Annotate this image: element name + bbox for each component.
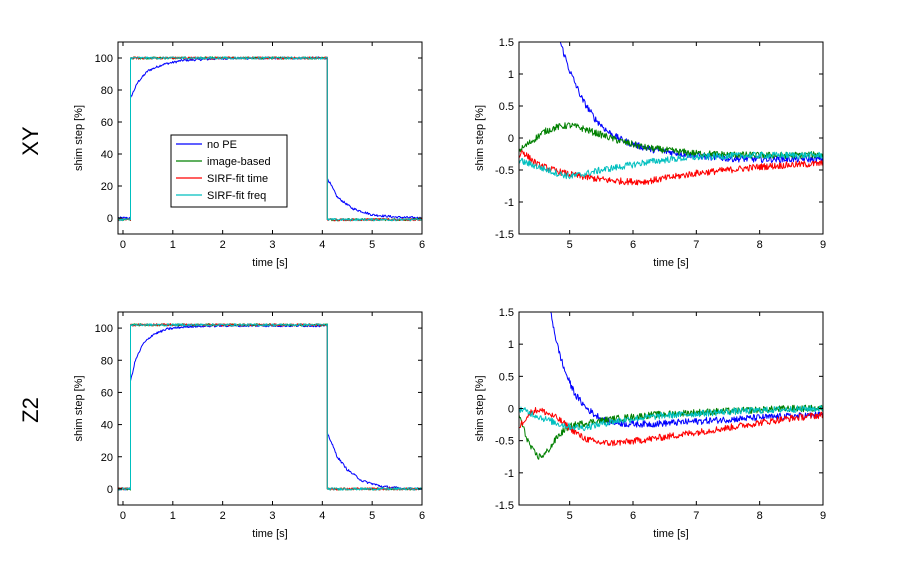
x-tick-label: 1	[170, 239, 176, 251]
x-tick-label: 0	[120, 239, 126, 251]
x-tick-label: 5	[567, 510, 573, 522]
series-line-sirf-fit-freq	[519, 151, 823, 180]
x-tick-label: 7	[693, 510, 699, 522]
y-tick-label: -0.5	[495, 436, 514, 448]
y-tick-label: 1.5	[499, 307, 514, 319]
y-tick-label: 1	[508, 69, 514, 81]
x-tick-label: 7	[693, 239, 699, 251]
legend-entry-sirf-fit-time: SIRF-fit time	[207, 173, 268, 185]
x-tick-label: 6	[419, 510, 425, 522]
series-line-sirf-fit-freq	[519, 405, 823, 432]
y-tick-label: -1	[504, 197, 514, 209]
y-tick-label: -0.5	[495, 165, 514, 177]
legend-entry-sirf-fit-freq: SIRF-fit freq	[207, 190, 266, 202]
legend: no PE image-based SIRF-fit time SIRF-fit…	[170, 134, 288, 208]
x-tick-label: 1	[170, 510, 176, 522]
y-axis-label: shim step [%]	[474, 375, 486, 441]
plot-area	[519, 42, 823, 186]
axes-frame	[117, 311, 423, 506]
x-tick-label: 8	[757, 510, 763, 522]
plot-area	[519, 312, 823, 460]
y-tick-label: 1	[508, 339, 514, 351]
series-line-sirf-fit-time	[118, 323, 422, 491]
x-axis-label: time [s]	[252, 528, 287, 540]
y-axis-label: shim step [%]	[73, 375, 85, 441]
plot-area	[118, 323, 422, 491]
y-tick-label: 0	[508, 133, 514, 145]
x-tick-label: 5	[369, 510, 375, 522]
x-tick-label: 6	[630, 239, 636, 251]
y-tick-label: 0.5	[499, 371, 514, 383]
x-axis-label: time [s]	[252, 257, 287, 269]
x-axis-label: time [s]	[653, 257, 688, 269]
y-tick-label: 80	[101, 85, 113, 97]
y-tick-label: 1.5	[499, 37, 514, 49]
x-tick-label: 5	[567, 239, 573, 251]
x-tick-label: 5	[369, 239, 375, 251]
y-tick-label: -1.5	[495, 229, 514, 241]
y-tick-label: 0	[508, 404, 514, 416]
y-tick-label: 40	[101, 149, 113, 161]
x-axis-label: time [s]	[653, 528, 688, 540]
x-tick-label: 4	[319, 510, 325, 522]
row-label-z2: Z2	[18, 397, 43, 423]
x-tick-label: 2	[220, 239, 226, 251]
series-line-sirf-fit-freq	[118, 323, 422, 491]
series-line-no-pe	[118, 324, 422, 491]
y-tick-label: 0	[107, 484, 113, 496]
y-axis-label: shim step [%]	[474, 105, 486, 171]
y-tick-label: 20	[101, 452, 113, 464]
y-axis-label: shim step [%]	[73, 105, 85, 171]
legend-entry-no-pe: no PE	[207, 139, 237, 151]
x-tick-label: 9	[820, 239, 826, 251]
y-tick-label: 80	[101, 355, 113, 367]
x-tick-label: 4	[319, 239, 325, 251]
y-tick-label: 100	[95, 323, 113, 335]
axes-frame	[518, 41, 824, 235]
y-tick-label: 0.5	[499, 101, 514, 113]
series-line-image-based	[118, 323, 422, 491]
y-tick-label: 20	[101, 181, 113, 193]
x-tick-label: 2	[220, 510, 226, 522]
y-tick-label: -1	[504, 468, 514, 480]
series-line-sirf-fit-freq	[118, 56, 422, 222]
x-tick-label: 9	[820, 510, 826, 522]
x-tick-label: 8	[757, 239, 763, 251]
x-tick-label: 0	[120, 510, 126, 522]
series-line-no-pe	[559, 42, 823, 163]
row-label-xy: XY	[18, 126, 43, 156]
x-tick-label: 3	[269, 510, 275, 522]
plot-area	[118, 56, 422, 222]
y-tick-label: 0	[107, 213, 113, 225]
legend-entry-image-based: image-based	[207, 156, 271, 168]
y-tick-label: 60	[101, 117, 113, 129]
axes-frame	[117, 41, 423, 235]
x-tick-label: 6	[419, 239, 425, 251]
legend-box	[170, 134, 288, 208]
series-line-no-pe	[550, 312, 823, 428]
x-tick-label: 3	[269, 239, 275, 251]
plot-xy-zoom: 5 6 7 8 9 -1.5 -1 -0.5 0 0.5 1 1.5 time [s] shim step…	[474, 37, 826, 269]
y-tick-label: 60	[101, 387, 113, 399]
y-tick-label: -1.5	[495, 500, 514, 512]
y-tick-label: 100	[95, 53, 113, 65]
series-line-sirf-fit-time	[519, 150, 823, 186]
y-tick-label: 40	[101, 420, 113, 432]
x-tick-label: 6	[630, 510, 636, 522]
plot-z2-zoom: 5 6 7 8 9 -1.5 -1 -0.5 0 0.5 1 1.5 time [s] shim step…	[474, 307, 826, 540]
